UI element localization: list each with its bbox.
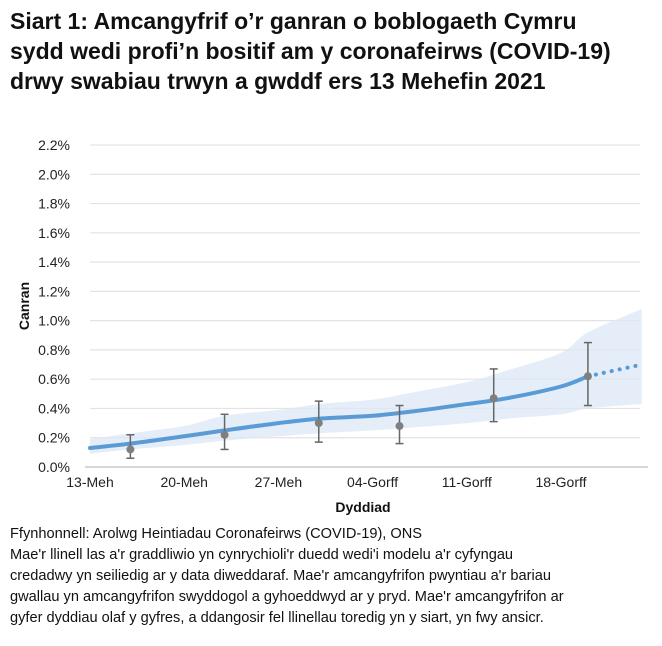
gridlines (90, 144, 640, 439)
chart-notes: Ffynhonnell: Arolwg Heintiadau Coronafei… (10, 524, 660, 629)
trend-line-provisional (585, 362, 644, 379)
chart-title-line: Siart 1: Amcangyfrif o’r ganran o boblog… (10, 8, 577, 34)
note-line: gyfer dyddiau olaf y gyfres, a ddangosir… (10, 610, 544, 626)
x-tick-label: 04-Gorff (347, 474, 398, 490)
y-tick-label: 1.4% (38, 254, 70, 270)
chart-title-line: sydd wedi profi’n bositif am y coronafei… (10, 38, 611, 64)
note-line: credadwy yn seiliedig ar y data diweddar… (10, 568, 551, 584)
note-line: Mae'r llinell las a'r graddliwio yn cynr… (10, 547, 514, 563)
y-tick-label: 1.2% (38, 283, 70, 299)
x-axis-title: Dyddiad (335, 499, 390, 515)
y-tick-label: 2.0% (38, 166, 70, 182)
y-tick-label: 0.4% (38, 400, 70, 416)
y-axis-ticks: 0.0% 0.2% 0.4% 0.6% 0.8% 1.0% 1.2% 1.4% 1.6% 1.8%… (38, 137, 70, 475)
y-tick-label: 0.0% (38, 459, 70, 475)
trend-line (88, 374, 590, 450)
y-tick-label: 1.6% (38, 225, 70, 241)
y-tick-label: 1.0% (38, 313, 70, 329)
estimate-point (583, 341, 592, 407)
y-tick-label: 0.6% (38, 371, 70, 387)
y-axis-title: Canran (16, 282, 32, 330)
official-estimates (126, 341, 592, 459)
chart-title-line: drwy swabiau trwyn a gwddf ers 13 Mehefi… (10, 68, 546, 94)
source-note: Ffynhonnell: Arolwg Heintiadau Coronafei… (10, 526, 423, 542)
x-tick-label: 27-Meh (255, 474, 302, 490)
estimate-point (395, 404, 404, 445)
credible-interval-band (90, 308, 642, 454)
estimate-point (220, 413, 229, 451)
estimate-point (126, 434, 135, 459)
y-tick-label: 2.2% (38, 137, 70, 153)
x-tick-label: 11-Gorff (442, 474, 492, 490)
y-tick-label: 0.2% (38, 430, 70, 446)
y-tick-label: 1.8% (38, 196, 70, 212)
x-tick-label: 20-Meh (160, 474, 207, 490)
estimate-point (489, 368, 498, 423)
y-tick-label: 0.8% (38, 342, 70, 358)
x-tick-label: 18-Gorff (535, 474, 586, 490)
x-axis-ticks: 13-Meh 20-Meh 27-Meh 04-Gorff 11-Gorff 18-Gor… (66, 474, 586, 490)
estimate-point (314, 400, 323, 443)
line-chart: 0.0% 0.2% 0.4% 0.6% 0.8% 1.0% 1.2% 1.4% 1.6% 1.8%… (16, 137, 648, 515)
x-tick-label: 13-Meh (66, 474, 113, 490)
chart-title: Siart 1: Amcangyfrif o’r ganran o boblog… (10, 6, 660, 96)
note-line: gwallau yn amcangyfrifon swyddogol a gyh… (10, 589, 564, 605)
